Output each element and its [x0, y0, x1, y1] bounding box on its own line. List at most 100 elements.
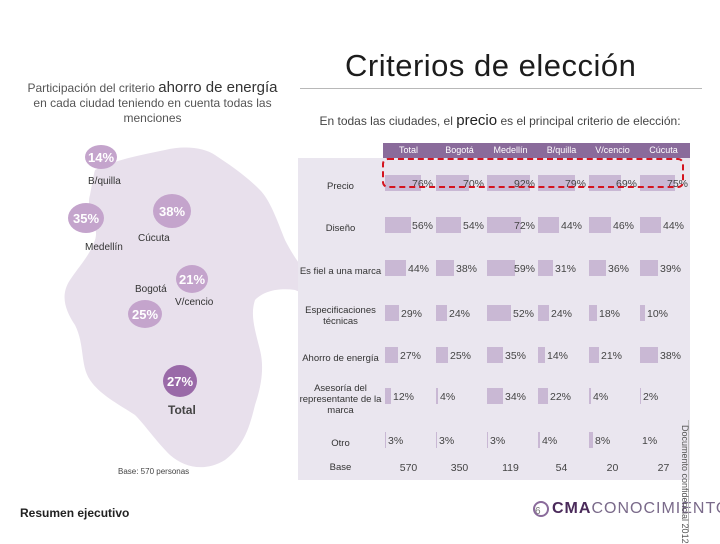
- value-label: 14%: [547, 350, 569, 362]
- left-subtitle-strong: ahorro de energía: [158, 79, 278, 96]
- left-subtitle: Participación del criterio ahorro de ene…: [10, 80, 295, 126]
- value-bar: [487, 432, 488, 448]
- bubble-cucuta: 38%: [153, 194, 191, 228]
- logo-icon: [533, 501, 549, 517]
- base-value: 20: [606, 462, 619, 474]
- row-label: Es fiel a una marca: [299, 265, 382, 277]
- value-bar: [436, 260, 454, 276]
- base-value: 570: [399, 462, 418, 474]
- city-medellin: Medellín: [85, 242, 123, 253]
- value-label: 8%: [595, 435, 611, 447]
- value-label: 24%: [551, 308, 573, 320]
- value-label: 4%: [440, 391, 456, 403]
- row-label: Otro: [331, 437, 350, 449]
- value-bar: [487, 260, 515, 276]
- right-subtitle-post: es el principal criterio de elección:: [500, 114, 681, 128]
- bubble-barranquilla-value: 14%: [87, 149, 115, 165]
- bubble-villavicencio-value: 25%: [131, 306, 159, 322]
- column-header: Cúcuta: [649, 145, 678, 155]
- value-label: 44%: [408, 263, 430, 275]
- bubble-villavicencio: 25%: [128, 300, 162, 328]
- value-bar: [640, 305, 645, 321]
- value-label: 72%: [514, 220, 536, 232]
- value-label: 18%: [599, 308, 621, 320]
- value-bar: [487, 217, 521, 233]
- value-bar: [589, 347, 599, 363]
- value-label: 54%: [463, 220, 485, 232]
- base-value: 350: [450, 462, 469, 474]
- city-total: Total: [168, 403, 196, 417]
- value-label: 56%: [412, 220, 434, 232]
- base-value: 54: [555, 462, 568, 474]
- value-bar: [385, 347, 398, 363]
- value-label: 59%: [514, 263, 536, 275]
- value-label: 35%: [505, 350, 527, 362]
- bubble-medellin: 35%: [68, 203, 104, 233]
- right-subtitle-pre: En todas las ciudades, el: [319, 114, 453, 128]
- value-bar: [385, 260, 406, 276]
- value-bar: [589, 217, 611, 233]
- bubble-cucuta-value: 38%: [158, 203, 186, 219]
- value-bar: [487, 388, 503, 404]
- bubble-bogota-value: 21%: [178, 271, 206, 287]
- right-subtitle-strong: precio: [456, 112, 498, 129]
- value-label: 44%: [663, 220, 685, 232]
- column-header: B/quilla: [546, 145, 577, 155]
- value-label: 34%: [505, 391, 527, 403]
- row-label: Ahorro de energía: [302, 352, 379, 364]
- value-label: 46%: [613, 220, 635, 232]
- value-bar: [436, 305, 447, 321]
- value-bar: [385, 432, 386, 448]
- value-label: 39%: [660, 263, 682, 275]
- value-label: 44%: [561, 220, 583, 232]
- value-label: 24%: [449, 308, 471, 320]
- logo-cma: CMA: [552, 500, 592, 517]
- value-label: 36%: [608, 263, 630, 275]
- value-bar: [640, 347, 658, 363]
- page-number: 6: [535, 506, 541, 517]
- side-divider: [688, 420, 689, 532]
- value-bar: [436, 388, 438, 404]
- value-bar: [640, 217, 661, 233]
- confidential-note: Documento confidencial 2012: [680, 425, 690, 544]
- city-villavicencio: V/cencio: [175, 297, 214, 308]
- value-bar: [538, 217, 559, 233]
- value-bar: [436, 217, 461, 233]
- value-label: 22%: [550, 391, 572, 403]
- value-label: 4%: [593, 391, 609, 403]
- value-label: 3%: [439, 435, 455, 447]
- row-label: Especificaciones técnicas: [305, 305, 376, 327]
- value-label: 52%: [513, 308, 535, 320]
- value-bar: [436, 432, 437, 448]
- logo-conocimiento: CONOCIMIENTO: [591, 500, 720, 517]
- row-label: Diseño: [325, 222, 356, 234]
- value-label: 3%: [490, 435, 506, 447]
- value-label: 27%: [400, 350, 422, 362]
- value-label: 3%: [388, 435, 404, 447]
- base-note: Base: 570 personas: [118, 467, 190, 476]
- value-bar: [487, 347, 503, 363]
- bubble-total: 27%: [163, 365, 197, 397]
- value-label: 12%: [393, 391, 415, 403]
- value-label: 25%: [450, 350, 472, 362]
- value-label: 21%: [601, 350, 623, 362]
- left-subtitle-post: en cada ciudad teniendo en cuenta todas …: [33, 96, 272, 125]
- title-divider: [300, 88, 702, 89]
- value-bar: [589, 388, 591, 404]
- value-bar: [538, 388, 548, 404]
- value-label: 38%: [660, 350, 682, 362]
- value-label: 1%: [642, 435, 658, 447]
- value-bar: [589, 260, 606, 276]
- value-label: 4%: [542, 435, 558, 447]
- value-label: 29%: [401, 308, 423, 320]
- page-title: Criterios de elección: [345, 48, 637, 83]
- value-bar: [385, 217, 411, 233]
- footer-title: Resumen ejecutivo: [20, 506, 130, 520]
- bubble-bogota: 21%: [176, 265, 208, 293]
- value-bar: [589, 432, 593, 448]
- column-header: V/cencio: [595, 145, 630, 155]
- value-label: 10%: [647, 308, 669, 320]
- highlight-price-row: [382, 158, 684, 188]
- value-label: 2%: [643, 391, 659, 403]
- value-bar: [436, 347, 448, 363]
